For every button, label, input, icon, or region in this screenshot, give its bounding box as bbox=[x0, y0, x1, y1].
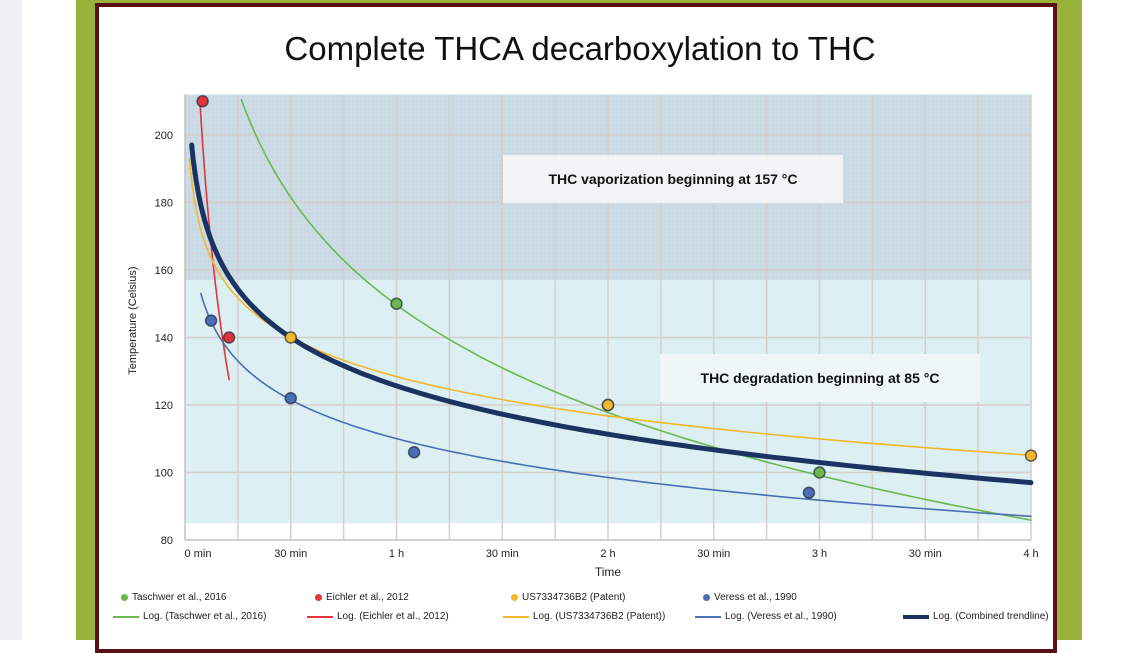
data-point bbox=[284, 331, 297, 344]
legend-marker bbox=[511, 594, 518, 601]
legend-label: Log. (Eichler et al., 2012) bbox=[337, 611, 449, 622]
data-point bbox=[196, 95, 209, 108]
legend-label: Log. (Taschwer et al., 2016) bbox=[143, 611, 267, 622]
legend-line bbox=[695, 615, 721, 618]
x-tick-label: 30 min bbox=[909, 548, 942, 560]
x-tick-label: 30 min bbox=[486, 548, 519, 560]
x-tick-label: 4 h bbox=[1023, 548, 1038, 560]
x-tick-label: 30 min bbox=[697, 548, 730, 560]
y-tick-label: 180 bbox=[155, 198, 173, 210]
trendline bbox=[188, 158, 1032, 456]
legend-label: Eichler et al., 2012 bbox=[326, 592, 409, 603]
y-tick-label: 140 bbox=[155, 333, 173, 345]
legend-label: Log. (US7334736B2 (Patent)) bbox=[533, 611, 666, 622]
legend-item: Veress et al., 1990 bbox=[703, 592, 797, 603]
legend-item-trend: Log. (Taschwer et al., 2016) bbox=[113, 611, 266, 622]
data-point bbox=[601, 398, 615, 412]
legend-marker bbox=[703, 594, 710, 601]
y-tick-label: 120 bbox=[155, 400, 173, 412]
region-label-box bbox=[660, 354, 980, 402]
region-label: THC vaporization beginning at 157 °C bbox=[548, 171, 797, 187]
data-point bbox=[813, 466, 826, 479]
region-label-box bbox=[503, 155, 843, 203]
data-point bbox=[407, 446, 421, 459]
legend-item: US7334736B2 (Patent) bbox=[511, 592, 625, 603]
x-tick-label: 0 min bbox=[185, 548, 212, 560]
legend-item-trend: Log. (Veress et al., 1990) bbox=[695, 611, 837, 622]
legend-item-trend: Log. (Eichler et al., 2012) bbox=[307, 611, 449, 622]
legend-label: US7334736B2 (Patent) bbox=[522, 592, 626, 603]
legend-marker bbox=[315, 594, 322, 601]
legend-label: Veress et al., 1990 bbox=[714, 592, 797, 603]
y-tick-label: 200 bbox=[155, 130, 173, 142]
legend-label: Taschwer et al., 2016 bbox=[132, 592, 227, 603]
x-tick-label: 2 h bbox=[600, 548, 615, 560]
x-tick-label: 3 h bbox=[812, 548, 827, 560]
x-tick-label: 30 min bbox=[274, 548, 307, 560]
legend-line bbox=[307, 615, 333, 618]
y-tick-label: 160 bbox=[155, 265, 173, 277]
left-strip bbox=[0, 0, 22, 640]
legend-label: Log. (Veress et al., 1990) bbox=[725, 611, 837, 622]
legend-item-trend: Log. (US7334736B2 (Patent)) bbox=[503, 611, 665, 622]
legend-item: Taschwer et al., 2016 bbox=[121, 592, 227, 603]
legend-item-trend: Log. (Combined trendline) bbox=[903, 611, 1049, 622]
data-point bbox=[204, 314, 218, 327]
data-point bbox=[222, 331, 236, 344]
data-point bbox=[390, 297, 403, 310]
legend-label: Log. (Combined trendline) bbox=[933, 611, 1049, 622]
combined-trendline bbox=[189, 142, 1034, 486]
legend-item: Eichler et al., 2012 bbox=[315, 592, 409, 603]
y-tick-label: 100 bbox=[155, 468, 173, 480]
legend-line bbox=[503, 615, 529, 618]
x-tick-label: 1 h bbox=[389, 548, 404, 560]
chart-title: Complete THCA decarboxylation to THC bbox=[284, 30, 876, 67]
legend-line bbox=[113, 615, 139, 618]
data-point bbox=[802, 486, 816, 499]
data-point bbox=[1024, 449, 1038, 462]
data-point bbox=[284, 392, 297, 405]
x-axis-label: Time bbox=[595, 565, 622, 579]
trendline bbox=[200, 292, 1032, 518]
y-axis-label: Temperature (Celsius) bbox=[127, 267, 139, 375]
y-tick-label: 80 bbox=[161, 535, 173, 547]
legend-marker bbox=[121, 594, 128, 601]
legend-line bbox=[903, 614, 929, 619]
region-label: THC degradation beginning at 85 °C bbox=[701, 370, 940, 386]
